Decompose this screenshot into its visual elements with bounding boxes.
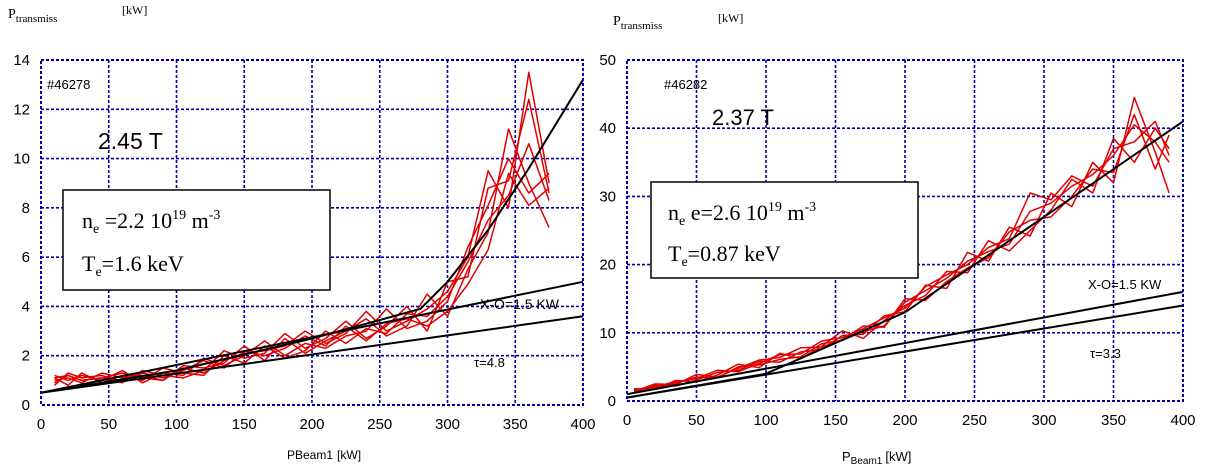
x-tick-labels: 0 50 100 150 200 250 300 350 400 bbox=[623, 412, 1196, 429]
density-label: ne e=2.6 1019 m-3 bbox=[668, 200, 816, 229]
fit-line bbox=[626, 290, 1184, 396]
plot-frame bbox=[626, 59, 1184, 402]
x-axis-title: PBeam1 [kW] bbox=[287, 448, 361, 462]
xo-annotation: X-O=1.5 KW bbox=[1088, 277, 1162, 292]
x-tick-label: 250 bbox=[962, 412, 987, 429]
x-tick-label: 150 bbox=[823, 412, 848, 429]
y-tick-label: 20 bbox=[599, 257, 616, 274]
y-tick-label: 30 bbox=[599, 188, 616, 205]
chart-panel-right: 0 50 100 150 200 250 300 350 400 0 10 20 30 40 50 Ptr… bbox=[599, 11, 1195, 467]
y-tick-label: 10 bbox=[13, 151, 30, 168]
xo-annotation: X-O=1.5 KW bbox=[480, 296, 560, 312]
shot-label: #46278 bbox=[47, 77, 90, 92]
y-axis-unit: [kW] bbox=[718, 11, 743, 25]
y-axis-title: Ptransmiss bbox=[8, 7, 57, 25]
y-tick-label: 14 bbox=[13, 52, 30, 69]
data-series bbox=[633, 96, 1170, 394]
series-line-4 bbox=[633, 113, 1170, 393]
parameter-box bbox=[62, 189, 331, 291]
x-tick-label: 0 bbox=[623, 412, 631, 429]
series-line-5 bbox=[633, 120, 1170, 391]
temperature-label: Te=0.87 keV bbox=[668, 241, 781, 270]
series-line-6 bbox=[54, 71, 550, 382]
y-tick-labels: 0 10 20 30 40 50 bbox=[599, 52, 616, 410]
parameter-box bbox=[650, 181, 919, 279]
chart-panel-left: 0 50 100 150 200 250 300 350 400 0 2 4 6 8 10 12 14 Ptr… bbox=[8, 3, 596, 462]
y-tick-label: 6 bbox=[22, 249, 30, 266]
y-axis-title: Ptransmiss bbox=[613, 14, 662, 32]
x-tick-label: 250 bbox=[367, 416, 392, 433]
x-tick-labels: 0 50 100 150 200 250 300 350 400 bbox=[37, 416, 596, 433]
tau-annotation: τ=4.8 bbox=[474, 355, 505, 370]
x-tick-label: 50 bbox=[100, 416, 117, 433]
x-tick-label: 400 bbox=[1170, 412, 1195, 429]
y-tick-label: 10 bbox=[599, 325, 616, 342]
series-line-4 bbox=[54, 157, 550, 384]
y-tick-label: 40 bbox=[599, 120, 616, 137]
y-tick-label: 50 bbox=[599, 52, 616, 69]
x-tick-label: 50 bbox=[688, 412, 705, 429]
y-tick-label: 0 bbox=[22, 397, 30, 414]
y-tick-label: 0 bbox=[608, 393, 616, 410]
fit-lines bbox=[40, 79, 584, 394]
x-tick-label: 0 bbox=[37, 416, 45, 433]
y-tick-label: 4 bbox=[22, 298, 30, 315]
x-tick-label: 150 bbox=[232, 416, 257, 433]
shot-label: #46282 bbox=[664, 77, 707, 92]
x-tick-label: 300 bbox=[435, 416, 460, 433]
x-tick-label: 400 bbox=[570, 416, 595, 433]
x-tick-label: 200 bbox=[299, 416, 324, 433]
fit-line bbox=[40, 280, 584, 394]
x-tick-label: 350 bbox=[503, 416, 528, 433]
fit-line bbox=[626, 120, 1184, 399]
x-tick-label: 200 bbox=[892, 412, 917, 429]
fit-lines bbox=[626, 120, 1184, 399]
field-label: 2.37 T bbox=[712, 105, 774, 130]
y-tick-label: 2 bbox=[22, 348, 30, 365]
x-tick-label: 300 bbox=[1031, 412, 1056, 429]
x-tick-label: 100 bbox=[164, 416, 189, 433]
y-tick-label: 12 bbox=[13, 101, 30, 118]
plot-frame bbox=[40, 59, 584, 406]
x-tick-label: 350 bbox=[1101, 412, 1126, 429]
y-axis-unit: [kW] bbox=[122, 3, 147, 17]
density-label: ne =2.2 1019 m-3 bbox=[82, 208, 220, 237]
y-tick-labels: 0 2 4 6 8 10 12 14 bbox=[13, 52, 30, 414]
x-tick-label: 100 bbox=[753, 412, 778, 429]
fit-line bbox=[40, 315, 584, 394]
x-axis-title: PBeam1 [kW] bbox=[842, 449, 911, 467]
y-tick-label: 8 bbox=[22, 200, 30, 217]
temperature-label: Te=1.6 keV bbox=[82, 251, 184, 280]
tau-annotation: τ=3.3 bbox=[1090, 346, 1121, 361]
fit-line bbox=[40, 79, 584, 394]
field-label: 2.45 T bbox=[98, 128, 163, 154]
